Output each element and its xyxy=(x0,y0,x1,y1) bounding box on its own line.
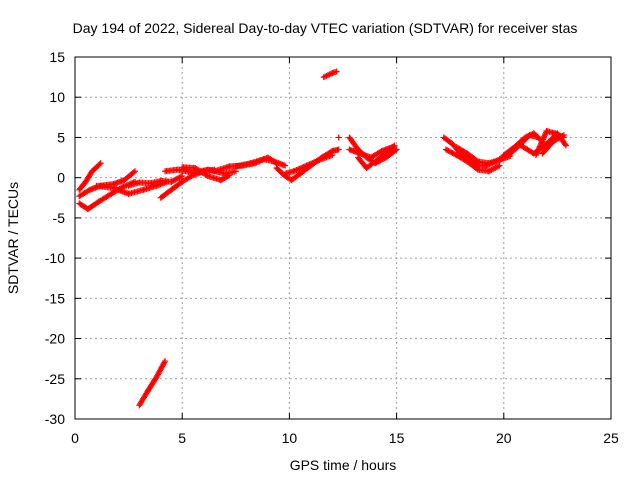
y-tick-label: 0 xyxy=(57,170,65,186)
data-point xyxy=(85,187,92,194)
data-point xyxy=(562,142,569,149)
data-point xyxy=(329,152,336,159)
y-tick-label: -10 xyxy=(45,250,65,266)
data-point xyxy=(177,173,184,180)
data-series-segment xyxy=(76,160,104,193)
y-axis-label: SDTVAR / TECUs xyxy=(5,182,21,294)
data-series-segment xyxy=(442,146,503,175)
data-point xyxy=(97,160,104,167)
data-series-segment xyxy=(355,142,398,172)
data-point xyxy=(96,161,103,168)
x-axis-ticks: 0 5 10 15 20 25 xyxy=(71,57,619,446)
x-tick-label: 25 xyxy=(603,430,619,446)
data-point xyxy=(473,165,480,172)
data-series-segment xyxy=(125,173,186,189)
data-series-segment xyxy=(232,156,289,170)
plot-border xyxy=(74,56,612,420)
y-tick-label: -5 xyxy=(53,210,66,226)
data-point xyxy=(162,358,169,365)
data-point xyxy=(226,172,233,179)
x-tick-label: 20 xyxy=(496,430,512,446)
data-point xyxy=(496,162,503,169)
data-point xyxy=(335,134,342,141)
y-tick-label: -15 xyxy=(45,290,65,306)
chart-title: Day 194 of 2022, Sidereal Day-to-day VTE… xyxy=(73,20,578,36)
data-point xyxy=(179,173,186,180)
data-series-segment xyxy=(136,358,169,409)
data-series-segment xyxy=(282,152,336,177)
data-point xyxy=(161,359,168,366)
y-tick-label: 5 xyxy=(57,129,65,145)
data-point xyxy=(377,148,384,155)
data-point xyxy=(559,132,566,139)
data-point xyxy=(393,146,400,153)
data-points xyxy=(76,68,569,409)
y-axis-ticks: -30 -25 -20 -15 -10 -5 0 5 10 15 xyxy=(45,49,611,427)
y-tick-label: -20 xyxy=(45,331,65,347)
y-tick-label: 10 xyxy=(49,89,65,105)
data-series-segment xyxy=(539,132,567,157)
data-series-segment xyxy=(179,164,233,184)
data-point xyxy=(390,143,397,150)
x-tick-label: 10 xyxy=(282,430,298,446)
grid-lines xyxy=(75,57,611,419)
data-point xyxy=(391,142,398,149)
data-point xyxy=(132,168,139,175)
data-series-segment xyxy=(320,68,340,81)
data-point xyxy=(562,141,569,148)
data-series-segment xyxy=(500,130,546,159)
data-point xyxy=(473,157,480,164)
x-tick-label: 15 xyxy=(389,430,405,446)
y-tick-label: -30 xyxy=(45,411,65,427)
data-point xyxy=(392,147,399,154)
data-point xyxy=(333,68,340,75)
data-point xyxy=(495,163,502,170)
data-point xyxy=(282,162,289,169)
data-point xyxy=(335,146,342,153)
y-tick-label: -25 xyxy=(45,371,65,387)
data-point xyxy=(203,172,210,179)
y-tick-label: 15 xyxy=(49,49,65,65)
data-point xyxy=(130,169,137,176)
data-point xyxy=(560,132,567,139)
x-axis-label: GPS time / hours xyxy=(290,457,397,473)
data-series-segment xyxy=(335,134,342,141)
data-point xyxy=(225,172,232,179)
x-tick-label: 0 xyxy=(71,430,79,446)
x-tick-label: 5 xyxy=(178,430,186,446)
